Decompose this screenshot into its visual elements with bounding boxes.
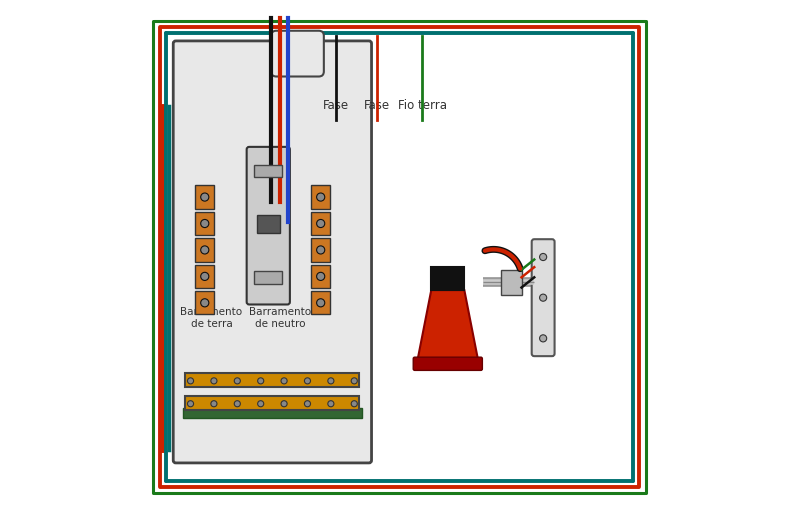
Bar — [183, 408, 362, 418]
Circle shape — [316, 272, 324, 281]
FancyBboxPatch shape — [271, 31, 324, 77]
Bar — [254, 271, 282, 284]
Circle shape — [281, 401, 287, 407]
Circle shape — [316, 219, 324, 228]
Bar — [311, 186, 330, 209]
Bar — [311, 212, 330, 235]
Text: Barramento
de neutro: Barramento de neutro — [249, 307, 311, 329]
Circle shape — [316, 246, 324, 254]
FancyBboxPatch shape — [247, 147, 290, 304]
Circle shape — [328, 378, 334, 384]
Circle shape — [352, 401, 357, 407]
Circle shape — [328, 401, 334, 407]
Circle shape — [304, 378, 311, 384]
Circle shape — [352, 378, 357, 384]
Circle shape — [201, 246, 209, 254]
Circle shape — [211, 378, 217, 384]
Bar — [185, 373, 360, 388]
Bar — [311, 265, 330, 288]
Bar — [311, 238, 330, 262]
Circle shape — [316, 299, 324, 307]
Circle shape — [234, 378, 240, 384]
Circle shape — [201, 272, 209, 281]
Bar — [254, 164, 282, 177]
Circle shape — [539, 294, 547, 301]
Circle shape — [304, 401, 311, 407]
Bar — [311, 291, 330, 315]
Circle shape — [201, 193, 209, 201]
Circle shape — [539, 253, 547, 261]
Circle shape — [201, 299, 209, 307]
Text: Barramento
de terra: Barramento de terra — [181, 307, 242, 329]
Bar — [195, 291, 214, 315]
FancyBboxPatch shape — [413, 357, 483, 371]
Bar — [195, 265, 214, 288]
Circle shape — [257, 401, 264, 407]
Circle shape — [281, 378, 287, 384]
Bar — [501, 270, 522, 295]
Bar — [195, 238, 214, 262]
Bar — [195, 212, 214, 235]
Bar — [185, 396, 360, 410]
Text: Fase: Fase — [364, 99, 390, 112]
Bar — [431, 267, 464, 290]
Circle shape — [257, 378, 264, 384]
Bar — [256, 215, 280, 233]
Circle shape — [234, 401, 240, 407]
Text: Fio terra: Fio terra — [398, 99, 447, 112]
FancyBboxPatch shape — [173, 41, 372, 463]
Circle shape — [316, 193, 324, 201]
Circle shape — [539, 335, 547, 342]
FancyBboxPatch shape — [531, 239, 555, 356]
Circle shape — [201, 219, 209, 228]
Circle shape — [188, 401, 193, 407]
Circle shape — [211, 401, 217, 407]
Text: Fase: Fase — [323, 99, 349, 112]
Polygon shape — [417, 290, 479, 361]
Bar — [195, 186, 214, 209]
Circle shape — [188, 378, 193, 384]
